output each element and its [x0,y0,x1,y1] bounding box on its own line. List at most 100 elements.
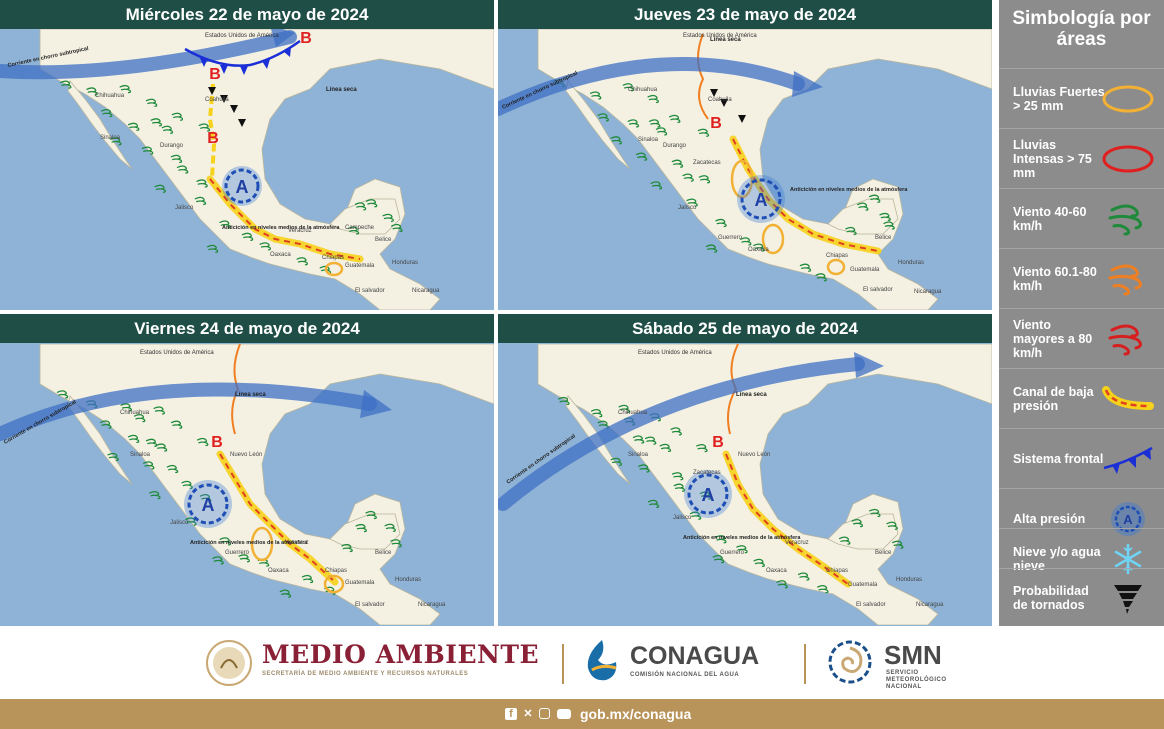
legend-item-front: Sistema frontal [999,428,1164,489]
panel-title: Miércoles 22 de mayo de 2024 [0,0,494,29]
country-label: Honduras [395,577,421,583]
country-label: Estados Unidos de América [683,33,757,39]
trough-north [207,83,217,180]
forecast-map: A B Estados Unidos de América Corriente … [0,343,494,626]
state-label: Sinaloa [100,135,121,141]
country-label: Guatemala [345,263,375,269]
high-pressure-center [737,175,785,223]
medio-ambiente-subtitle: SECRETARÍA DE MEDIO AMBIENTE Y RECURSOS … [262,671,469,677]
country-label: Nicaragua [412,288,440,294]
tornado-icons [208,87,246,127]
forecast-map: A B B B Estados Unidos de América Corrie… [0,29,494,310]
legend-label: Nieve y/o agua nieve [1013,545,1101,573]
state-label: Zacatecas [693,160,721,166]
wind-icon [647,499,660,509]
country-label: Estados Unidos de América [140,350,214,356]
country-label: Belice [875,235,892,241]
footer-divider [562,644,564,684]
state-label: Veracruz [288,228,312,234]
map-panel-wednesday: Miércoles 22 de mayo de 2024 A B B B Est… [0,0,494,310]
state-label: Sinaloa [638,137,659,143]
state-label: Chihuahua [120,410,150,416]
legend-item-heavy-rain: Lluvias Fuertes > 25 mm [999,68,1164,129]
country-label: Nicaragua [914,289,942,295]
state-label: Chiapas [325,568,347,574]
smn-logo: SMN [884,640,942,670]
country-label: Guatemala [850,267,880,273]
wind-icon [705,244,718,253]
legend-label: Sistema frontal [1013,452,1104,466]
low-pressure-label: B [211,434,223,451]
state-label: Guerrero [720,550,745,556]
legend-item-tornado: Probabilidad de tornados [999,568,1164,627]
state-label: Chiapas [826,568,848,574]
country-label: El salvador [863,287,893,293]
high-pressure-label: A [202,495,215,515]
state-label: Nuevo León [230,452,262,458]
red-wind-icon [1102,309,1154,369]
facebook-icon[interactable]: f [505,708,517,720]
state-label: Sinaloa [628,452,649,458]
map-panel-thursday: Jueves 23 de mayo de 2024 A B Estados Un… [498,0,992,310]
state-label: Durango [663,143,687,149]
country-label: Belice [375,237,392,243]
smn-logo-icon [828,640,872,684]
legend-panel: Simbología por áreas Lluvias Fuertes > 2… [999,0,1164,626]
website-link[interactable]: gob.mx/conagua [580,706,692,722]
country-label: Belice [875,550,892,556]
dryline-label: Línea seca [710,37,741,43]
anticyclone-label: Anticición en niveles medios de la atmós… [190,540,308,546]
footer-logos: MEDIO AMBIENTE SECRETARÍA DE MEDIO AMBIE… [0,626,1164,699]
heavy-rain-area [323,574,345,594]
state-label: Campeche [345,225,375,231]
smn-subtitle-2: METEOROLÓGICO [886,677,947,683]
state-label: Nuevo León [738,452,770,458]
forecast-map: A B Estados Unidos de América Corriente … [498,29,992,310]
wind-icon [712,555,725,564]
panel-title: Viernes 24 de mayo de 2024 [0,314,494,343]
legend-item-trough: Canal de baja presión [999,368,1164,429]
high-pressure-center [684,470,732,518]
smn-subtitle-1: SERVICIO [886,670,919,676]
subtropical-jet [0,30,297,80]
low-pressure-label: B [207,130,219,147]
state-label: Oaxaca [748,247,769,253]
dryline-label: Línea seca [326,87,357,93]
anticyclone-label: Anticición en niveles medios de la atmós… [222,225,340,231]
dryline-label: Línea seca [235,392,266,398]
low-pressure-label: B [712,434,724,451]
wind-icon [650,181,663,190]
anticyclone-label: Anticición en niveles medios de la atmós… [790,187,908,193]
legend-item-wind-60-80: Viento 60.1-80 km/h [999,248,1164,309]
wind-icon [206,244,219,253]
instagram-icon[interactable] [539,708,550,719]
legend-title: Simbología por áreas [1012,8,1151,50]
state-label: Coahuila [205,97,229,103]
subtropical-jet [0,382,377,441]
forecast-map: A B Estados Unidos de América Corriente … [498,343,992,626]
land-shape [538,344,992,625]
map-panel-saturday: Sábado 25 de mayo de 2024 A B Estados Un… [498,314,992,626]
high-pressure-label: A [702,485,715,505]
subtropical-jet [498,357,865,511]
legend-item-snow: Nieve y/o agua nieve [999,528,1164,589]
country-label: Guatemala [848,582,878,588]
country-label: Honduras [896,577,922,583]
high-pressure-label: A [236,177,249,197]
country-label: Honduras [898,260,924,266]
x-twitter-icon[interactable]: ✕ [523,708,533,720]
heavy-rain-area [826,258,846,276]
svg-text:A: A [1123,512,1133,527]
medio-ambiente-logo: MEDIO AMBIENTE [262,640,540,669]
high-pressure-label: A [755,190,768,210]
high-pressure-center [222,166,262,206]
country-label: Nicaragua [916,602,944,608]
tornado-icon [1102,569,1154,627]
legend-label: Probabilidad de tornados [1013,584,1089,612]
wind-icon [149,490,161,500]
heavy-rain-area [250,526,274,562]
state-label: Oaxaca [270,252,291,258]
state-label: Chiapas [826,253,848,259]
youtube-icon[interactable] [557,709,571,719]
legend-item-wind-40-60: Viento 40-60 km/h [999,188,1164,249]
